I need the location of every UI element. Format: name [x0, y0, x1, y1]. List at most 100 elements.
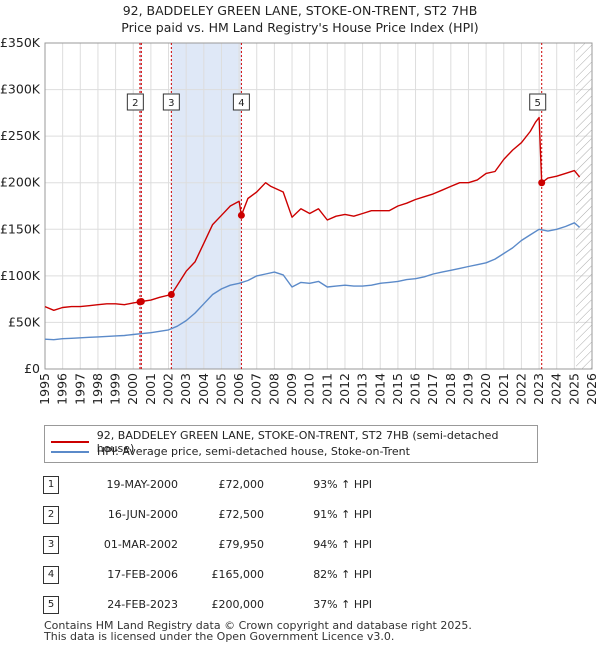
plot-frame: [44, 42, 593, 370]
sale-hpi-change: 37% ↑ HPI: [313, 598, 372, 611]
x-tick-label: 2024: [549, 373, 564, 405]
x-tick-label: 2016: [408, 373, 423, 405]
sale-number: 1: [43, 476, 59, 494]
shaded-span: [139, 43, 142, 369]
x-tick-label: 2017: [425, 373, 440, 405]
x-tick-label: 2020: [478, 373, 493, 405]
x-axis: 1995 1996 1997 1998 1999 2000 2001 2002 2003 2004…: [37, 373, 599, 405]
sale-point: [167, 291, 175, 299]
x-tick-label: 2001: [143, 373, 158, 405]
x-tick-label: 2014: [372, 373, 387, 405]
y-tick-label: £350K: [0, 35, 41, 50]
sale-hpi-change: 93% ↑ HPI: [313, 478, 372, 491]
sale-date: 19-MAY-2000: [106, 478, 178, 491]
legend: 92, BADDELEY GREEN LANE, STOKE-ON-TRENT,…: [44, 425, 538, 463]
x-tick-label: 2007: [249, 373, 264, 405]
title-line-2: Price paid vs. HM Land Registry's House …: [121, 20, 479, 35]
shaded-periods: [139, 43, 242, 369]
sale-row: 5 24-FEB-2023 £200,000 37% ↑ HPI: [42, 596, 562, 616]
x-tick-label: 1996: [55, 373, 70, 405]
sale-price: £72,500: [218, 508, 265, 521]
sale-label-box: [529, 93, 547, 111]
x-tick-label: 2022: [513, 373, 528, 405]
x-tick-label: 2018: [443, 373, 458, 405]
y-tick-label: £100K: [0, 268, 41, 283]
x-tick-label: 2021: [496, 373, 511, 405]
sale-labels: 2 3 4 5: [126, 93, 547, 111]
legend-label-property: 92, BADDELEY GREEN LANE, STOKE-ON-TRENT,…: [96, 429, 499, 455]
sale-point: [137, 297, 145, 305]
y-tick-label: £200K: [0, 175, 41, 190]
sale-row: 4 17-FEB-2006 £165,000 82% ↑ HPI: [42, 566, 562, 586]
x-tick-label: 2009: [284, 373, 299, 405]
y-axis: £0 £50K £100K £150K £200K £250K £300K £350K: [0, 35, 41, 376]
forecast-region: [576, 43, 592, 369]
x-tick-label: 2002: [161, 373, 176, 405]
sale-label-box: [162, 93, 180, 111]
chart-title: 92, BADDELEY GREEN LANE, STOKE-ON-TRENT,…: [0, 2, 600, 36]
x-tick-label: 1995: [37, 373, 52, 405]
x-tick-label: 2025: [566, 373, 581, 405]
sale-label-box: [232, 93, 250, 111]
x-tick-label: 2011: [319, 373, 334, 405]
sale-hpi-change: 94% ↑ HPI: [313, 538, 372, 551]
x-tick-label: 2023: [531, 373, 546, 405]
sale-date: 17-FEB-2006: [107, 568, 178, 581]
sale-number: 2: [43, 506, 59, 524]
x-tick-label: 2015: [390, 373, 405, 405]
sale-label: 4: [238, 98, 244, 109]
y-tick-label: £150K: [0, 221, 41, 236]
sale-point: [538, 179, 546, 187]
sale-number: 4: [43, 566, 59, 584]
footer: Contains HM Land Registry data © Crown c…: [44, 620, 472, 642]
sale-number: 5: [43, 596, 59, 614]
y-tick-label: £250K: [0, 128, 41, 143]
legend-item-hpi: HPI: Average price, semi-detached house,…: [51, 445, 410, 458]
sale-points: [136, 179, 546, 306]
x-tick-label: 2019: [460, 373, 475, 405]
legend-swatch-hpi: [51, 450, 89, 453]
y-tick-label: £300K: [0, 82, 41, 97]
legend-label-hpi: HPI: Average price, semi-detached house,…: [97, 445, 410, 458]
price-chart: 2 3 4 5 £0 £50K £100K £150K £200K £250K £300K £350…: [0, 35, 599, 405]
sale-date: 01-MAR-2002: [103, 538, 178, 551]
sale-date: 24-FEB-2023: [107, 598, 178, 611]
series-line-hpi: [44, 222, 581, 341]
grid-lines: [44, 42, 593, 370]
sale-price: £79,950: [218, 538, 265, 551]
x-tick-label: 1999: [108, 373, 123, 405]
title-line-1: 92, BADDELEY GREEN LANE, STOKE-ON-TRENT,…: [122, 3, 478, 18]
x-tick-label: 1997: [72, 373, 87, 405]
sale-row: 2 16-JUN-2000 £72,500 91% ↑ HPI: [42, 506, 562, 526]
x-tick-label: 2005: [213, 373, 228, 405]
y-tick-label: £0: [24, 361, 40, 376]
footer-line-1: Contains HM Land Registry data © Crown c…: [44, 619, 472, 632]
x-tick-label: 2012: [337, 373, 352, 405]
x-tick-label: 2026: [584, 373, 599, 405]
x-tick-label: 2003: [178, 373, 193, 405]
series-line-property: [44, 116, 581, 311]
sale-label: 2: [132, 98, 138, 109]
x-tick-label: 2010: [302, 373, 317, 405]
forecast-hatch: [576, 43, 592, 369]
x-tick-label: 2006: [231, 373, 246, 405]
x-tick-label: 2008: [266, 373, 281, 405]
sale-label-box: [126, 93, 144, 111]
legend-item-property: 92, BADDELEY GREEN LANE, STOKE-ON-TRENT,…: [51, 429, 537, 455]
sale-hpi-change: 82% ↑ HPI: [313, 568, 372, 581]
legend-swatch-property: [51, 441, 89, 443]
sale-price: £165,000: [211, 568, 265, 581]
sale-label: 5: [535, 98, 541, 109]
sale-price: £72,000: [218, 478, 265, 491]
footer-line-2: This data is licensed under the Open Gov…: [44, 630, 395, 643]
x-tick-label: 1998: [90, 373, 105, 405]
sale-hpi-change: 91% ↑ HPI: [313, 508, 372, 521]
x-tick-label: 2000: [125, 373, 140, 405]
series-lines: [44, 116, 581, 341]
sale-price: £200,000: [211, 598, 265, 611]
y-tick-label: £50K: [8, 314, 41, 329]
sale-date: 16-JUN-2000: [107, 508, 178, 521]
sale-number: 3: [43, 536, 59, 554]
x-tick-label: 2013: [355, 373, 370, 405]
sale-row: 3 01-MAR-2002 £79,950 94% ↑ HPI: [42, 536, 562, 556]
